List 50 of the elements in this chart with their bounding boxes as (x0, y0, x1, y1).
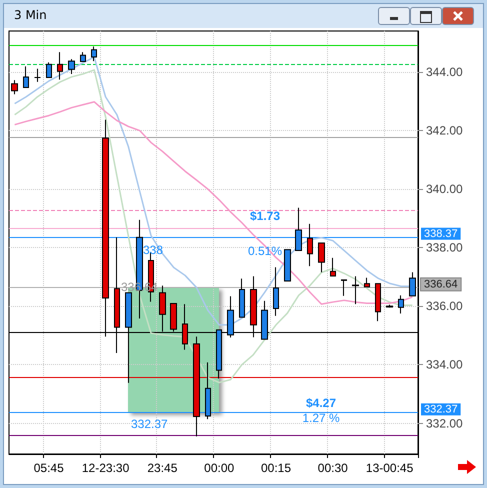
candlestick (364, 277, 370, 288)
candlestick (11, 80, 18, 95)
candlestick (284, 249, 291, 282)
candlestick (398, 294, 404, 314)
annotation: $4.27 (306, 396, 336, 410)
y-tick-label: 336.00 (426, 299, 464, 314)
candlestick (352, 276, 359, 305)
x-tick-label: 00:00 (204, 461, 235, 475)
x-tick-label: 05:45 (34, 461, 64, 475)
candlestick (273, 266, 279, 316)
candlestick (295, 207, 302, 252)
annotation: $1.73 (250, 209, 280, 223)
x-tick-label: 00:30 (318, 461, 348, 475)
candlestick (91, 46, 97, 62)
y-tick-label: 332.00 (426, 416, 464, 430)
candlestick (318, 242, 325, 273)
ref-line-label: 332.37 (424, 403, 458, 416)
candlestick (330, 257, 336, 277)
y-tick-label: 338.00 (426, 240, 464, 255)
y-tick-label: 342.00 (426, 124, 464, 138)
y-tick-label: 340.00 (426, 182, 464, 196)
y-tick-label: 334.00 (426, 358, 464, 372)
candlestick (239, 278, 245, 318)
candlestick (46, 62, 52, 78)
y-tick-label: 344.00 (426, 64, 464, 79)
candlestick (307, 223, 313, 267)
candlestick (205, 362, 211, 420)
candlestick (80, 52, 86, 63)
annotation: 336.64 (121, 280, 158, 294)
line-series (14, 101, 414, 305)
x-tick-label: 00:15 (260, 461, 292, 475)
candlestick (386, 304, 393, 308)
annotation: 332.37 (131, 417, 168, 431)
candlestick (23, 66, 29, 88)
annotation: 338 (143, 243, 164, 257)
candlestick (375, 283, 381, 322)
annotation: 0.51% (248, 244, 282, 258)
x-tick-label: 13-00:45 (366, 461, 414, 475)
ref-line-label: 336.64 (424, 278, 458, 290)
annotation: 1.27 % (302, 411, 340, 425)
x-tick-label: 23:45 (147, 461, 178, 475)
chart-title: 3 Min (14, 8, 47, 22)
line-series (14, 69, 414, 384)
candlestick (34, 68, 41, 82)
x-tick-label: 12-23:30 (82, 461, 130, 475)
candlestick (68, 58, 75, 75)
candlestick (57, 52, 63, 80)
candlestick (341, 279, 347, 296)
ref-line-label: 338.37 (424, 228, 458, 240)
candlestick (409, 272, 416, 296)
